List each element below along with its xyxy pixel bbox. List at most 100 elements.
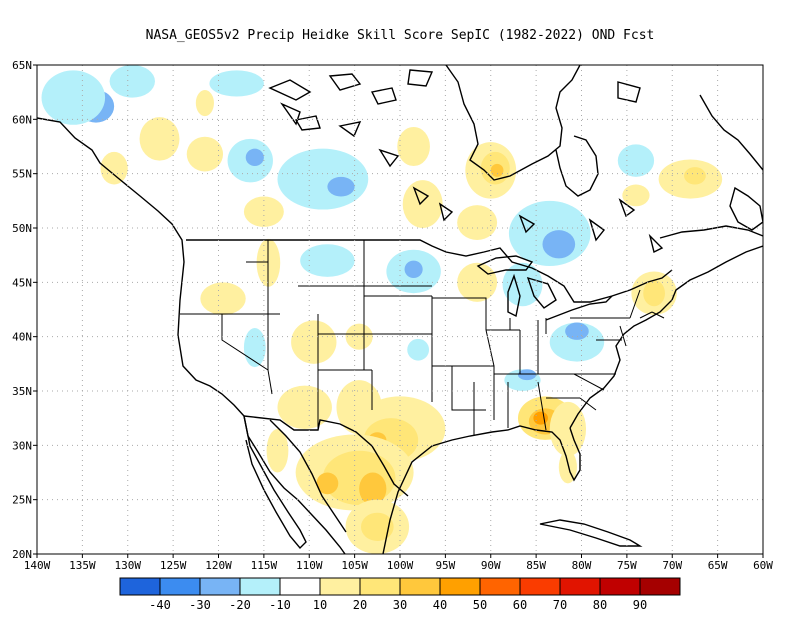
lon-tick-label: 125W xyxy=(160,559,187,572)
lon-tick-label: 70W xyxy=(662,559,682,572)
colorbar-swatch xyxy=(479,577,521,596)
james-bay xyxy=(555,135,599,197)
skill-region xyxy=(517,369,537,381)
lat-tick-label: 40N xyxy=(12,331,32,344)
skill-region xyxy=(195,89,214,117)
lon-tick-label: 95W xyxy=(435,559,455,572)
colorbar-swatch xyxy=(319,577,361,596)
skill-region xyxy=(100,151,128,185)
colorbar-swatch xyxy=(199,577,241,596)
skill-region xyxy=(316,472,339,495)
lon-tick-label: 130W xyxy=(115,559,142,572)
lat-tick-label: 55N xyxy=(12,168,32,181)
lake-michigan xyxy=(507,273,521,318)
skill-region xyxy=(407,338,430,361)
lon-tick-label: 100W xyxy=(387,559,414,572)
newfoundland xyxy=(729,186,763,231)
cuba xyxy=(539,519,643,547)
colorbar-swatch xyxy=(439,577,481,596)
skill-region xyxy=(404,260,423,278)
skill-region xyxy=(549,322,605,362)
skill-region xyxy=(243,196,284,227)
lon-tick-label: 135W xyxy=(69,559,96,572)
canadian-lakes xyxy=(279,102,664,254)
skill-region xyxy=(209,70,264,97)
skill-region xyxy=(457,205,498,240)
skill-region xyxy=(684,167,706,185)
skill-region xyxy=(291,320,337,364)
state-boundaries xyxy=(180,240,665,436)
skill-region xyxy=(402,180,443,228)
colorbar-swatch xyxy=(639,577,681,596)
state-lines-east xyxy=(545,289,665,411)
colorbar-label: 70 xyxy=(553,598,567,612)
colorbar-swatch xyxy=(359,577,401,596)
atlantic-coast xyxy=(569,245,763,429)
lake-superior xyxy=(476,255,534,275)
lon-tick-label: 115W xyxy=(251,559,278,572)
skill-shading xyxy=(41,65,723,554)
colorbar-label: 80 xyxy=(593,598,607,612)
skill-region xyxy=(41,70,106,125)
gulf-of-st-lawrence xyxy=(659,225,763,239)
skill-region xyxy=(300,244,355,277)
lat-tick-label: 20N xyxy=(12,548,32,561)
colorbar-swatch xyxy=(559,577,601,596)
us-canada-border xyxy=(186,239,673,303)
colorbar: -40 -30 -20 -10 10 20 30 40 50 60 70 80 90 xyxy=(119,577,681,612)
lake-huron xyxy=(526,276,557,309)
colorbar-label: 40 xyxy=(433,598,447,612)
skill-region xyxy=(360,512,394,541)
colorbar-swatch xyxy=(279,577,321,596)
skill-region xyxy=(359,472,387,506)
colorbar-label: 30 xyxy=(393,598,407,612)
gulf-coast xyxy=(382,425,581,554)
skill-region xyxy=(139,117,180,161)
axis-ticks: 140W 135W 130W 125W 120W 115W 110W 105W 100W 95W 9… xyxy=(12,59,773,572)
labrador-coast xyxy=(699,94,763,171)
colorbar-label: -10 xyxy=(269,598,291,612)
skill-region xyxy=(397,126,430,167)
lon-tick-label: 85W xyxy=(526,559,546,572)
lat-tick-label: 25N xyxy=(12,494,32,507)
skill-region xyxy=(542,230,576,259)
colorbar-label: 90 xyxy=(633,598,647,612)
skill-region xyxy=(109,65,155,98)
gulf-of-california-mainland xyxy=(269,419,347,533)
colorbar-swatch xyxy=(399,577,441,596)
lon-tick-label: 90W xyxy=(481,559,501,572)
lat-tick-label: 45N xyxy=(12,276,32,289)
skill-region xyxy=(533,411,548,425)
colorbar-label: 20 xyxy=(353,598,367,612)
lon-tick-label: 110W xyxy=(296,559,323,572)
colorbar-label: 60 xyxy=(513,598,527,612)
skill-region xyxy=(622,184,650,207)
skill-region xyxy=(245,148,264,167)
arctic-islands xyxy=(268,69,641,131)
skill-region xyxy=(186,136,224,172)
skill-region xyxy=(490,163,504,177)
map-title: NASA_GEOS5v2 Precip Heidke Skill Score S… xyxy=(145,28,655,43)
colorbar-swatch xyxy=(599,577,641,596)
us-mexico-border xyxy=(243,415,409,497)
skill-region xyxy=(558,450,577,484)
lat-tick-label: 30N xyxy=(12,439,32,452)
hudson-bay xyxy=(445,65,581,181)
colorbar-label: 50 xyxy=(473,598,487,612)
skill-region xyxy=(617,144,655,177)
lat-lon-grid xyxy=(37,65,763,554)
colorbar-label: 10 xyxy=(313,598,327,612)
lake-erie-ontario xyxy=(545,295,613,321)
skill-region xyxy=(502,262,543,307)
lat-tick-label: 35N xyxy=(12,385,32,398)
state-lines-west xyxy=(180,240,433,430)
lat-tick-label: 65N xyxy=(12,59,32,72)
lon-tick-label: 75W xyxy=(617,559,637,572)
lat-tick-label: 60N xyxy=(12,113,32,126)
lat-tick-label: 50N xyxy=(12,222,32,235)
skill-region xyxy=(327,176,355,197)
colorbar-swatch xyxy=(119,577,161,596)
skill-region xyxy=(345,323,373,350)
colorbar-label: -40 xyxy=(149,598,171,612)
